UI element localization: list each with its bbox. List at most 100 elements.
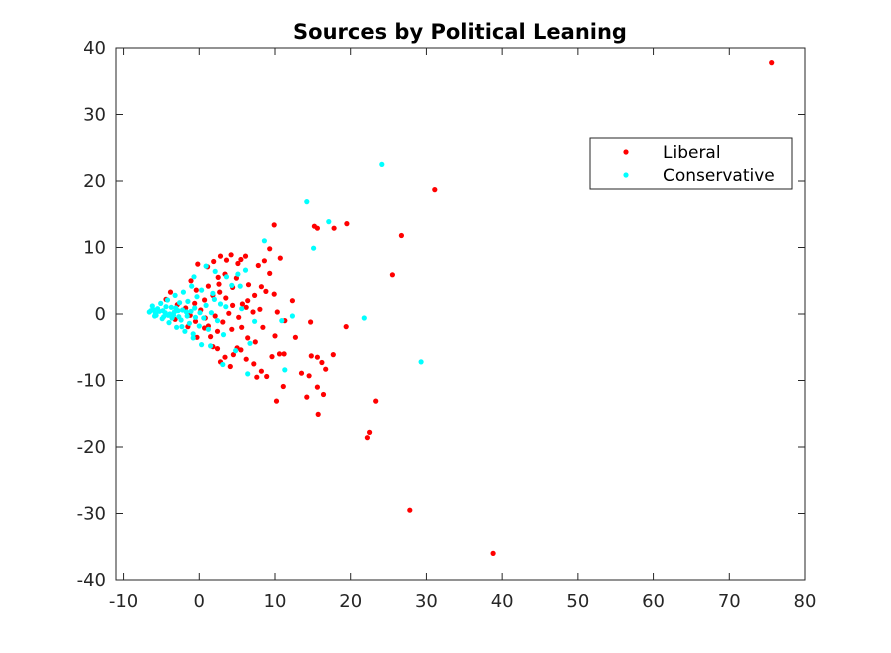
point-conservative [235, 271, 241, 277]
point-liberal [269, 354, 275, 360]
point-liberal [223, 257, 230, 263]
point-conservative [186, 320, 192, 326]
point-conservative [210, 290, 216, 296]
point-liberal [271, 222, 277, 228]
point-liberal [236, 314, 242, 320]
point-liberal [432, 187, 438, 193]
point-liberal [308, 319, 314, 325]
point-liberal [215, 274, 221, 280]
point-conservative [179, 324, 185, 330]
legend-label-conservative: Conservative [663, 166, 775, 186]
point-conservative [166, 320, 172, 326]
point-conservative [205, 326, 211, 332]
x-axis: -10 0 10 20 30 40 50 60 70 80 [109, 48, 816, 612]
point-conservative [146, 309, 152, 315]
point-liberal [314, 354, 320, 360]
point-liberal [257, 306, 263, 312]
point-conservative [199, 342, 205, 348]
point-liberal [230, 352, 236, 358]
plot-frame [115, 47, 806, 581]
point-liberal [217, 253, 224, 259]
point-conservative [191, 274, 197, 280]
point-conservative [197, 310, 203, 316]
y-tick-label: 20 [83, 171, 106, 192]
point-liberal [344, 221, 350, 227]
x-tick-label: 20 [339, 591, 362, 612]
point-conservative [196, 323, 202, 329]
points-layer [146, 60, 775, 557]
y-tick-label: 40 [83, 38, 106, 59]
point-liberal [407, 507, 413, 513]
point-conservative [212, 268, 218, 274]
point-liberal [323, 366, 329, 372]
point-liberal [245, 298, 251, 304]
x-tick-label: 40 [491, 591, 514, 612]
point-conservative [180, 307, 186, 313]
point-conservative [165, 312, 171, 318]
point-liberal [298, 370, 305, 376]
point-conservative [190, 331, 196, 337]
x-tick-label: 50 [566, 591, 589, 612]
point-conservative [185, 298, 191, 304]
point-conservative [247, 340, 253, 346]
point-conservative [211, 296, 217, 302]
point-conservative [379, 161, 385, 167]
point-conservative [208, 343, 214, 349]
point-liberal [289, 298, 295, 304]
point-liberal [229, 326, 235, 332]
point-liberal [193, 287, 199, 293]
point-liberal [243, 356, 249, 362]
y-tick-label: 30 [83, 105, 106, 126]
point-liberal [255, 262, 261, 269]
point-conservative [203, 302, 209, 308]
point-liberal [167, 289, 174, 295]
point-liberal [245, 282, 252, 288]
point-liberal [330, 352, 336, 358]
point-conservative [304, 199, 310, 205]
y-tick-label: -20 [77, 437, 106, 458]
point-liberal [202, 297, 208, 303]
point-liberal [211, 258, 217, 265]
point-liberal [274, 309, 280, 315]
point-liberal [281, 351, 287, 357]
point-liberal [267, 246, 273, 252]
point-conservative [184, 313, 190, 319]
point-conservative [201, 315, 207, 321]
point-liberal [263, 288, 269, 294]
point-conservative [164, 297, 171, 303]
point-liberal [490, 550, 496, 557]
point-conservative [163, 304, 169, 310]
x-tick-label: 0 [194, 591, 205, 612]
point-conservative [194, 294, 200, 300]
point-liberal [320, 391, 327, 398]
point-liberal [230, 302, 236, 308]
point-liberal [192, 318, 199, 324]
x-tick-label: 70 [718, 591, 741, 612]
chart-title: Sources by Political Leaning [293, 20, 627, 44]
point-liberal [254, 374, 260, 380]
y-tick-label: -40 [77, 570, 106, 591]
point-liberal [220, 319, 226, 325]
point-conservative [252, 318, 258, 324]
point-conservative [182, 328, 188, 334]
point-conservative [418, 359, 424, 365]
point-liberal [252, 292, 258, 298]
point-liberal [264, 373, 270, 380]
point-liberal [364, 435, 370, 441]
point-liberal [208, 334, 214, 340]
point-liberal [769, 60, 775, 66]
point-conservative [192, 314, 199, 320]
point-liberal [258, 368, 264, 374]
point-conservative [208, 310, 214, 316]
point-liberal [319, 359, 325, 366]
point-liberal [331, 225, 337, 231]
point-conservative [171, 309, 177, 315]
point-conservative [326, 219, 332, 225]
x-tick-label: -10 [109, 591, 138, 612]
point-conservative [149, 303, 155, 309]
point-liberal [308, 353, 314, 359]
point-liberal [195, 261, 201, 267]
point-liberal [223, 295, 229, 301]
y-tick-label: 0 [95, 304, 106, 325]
point-conservative [190, 335, 196, 341]
